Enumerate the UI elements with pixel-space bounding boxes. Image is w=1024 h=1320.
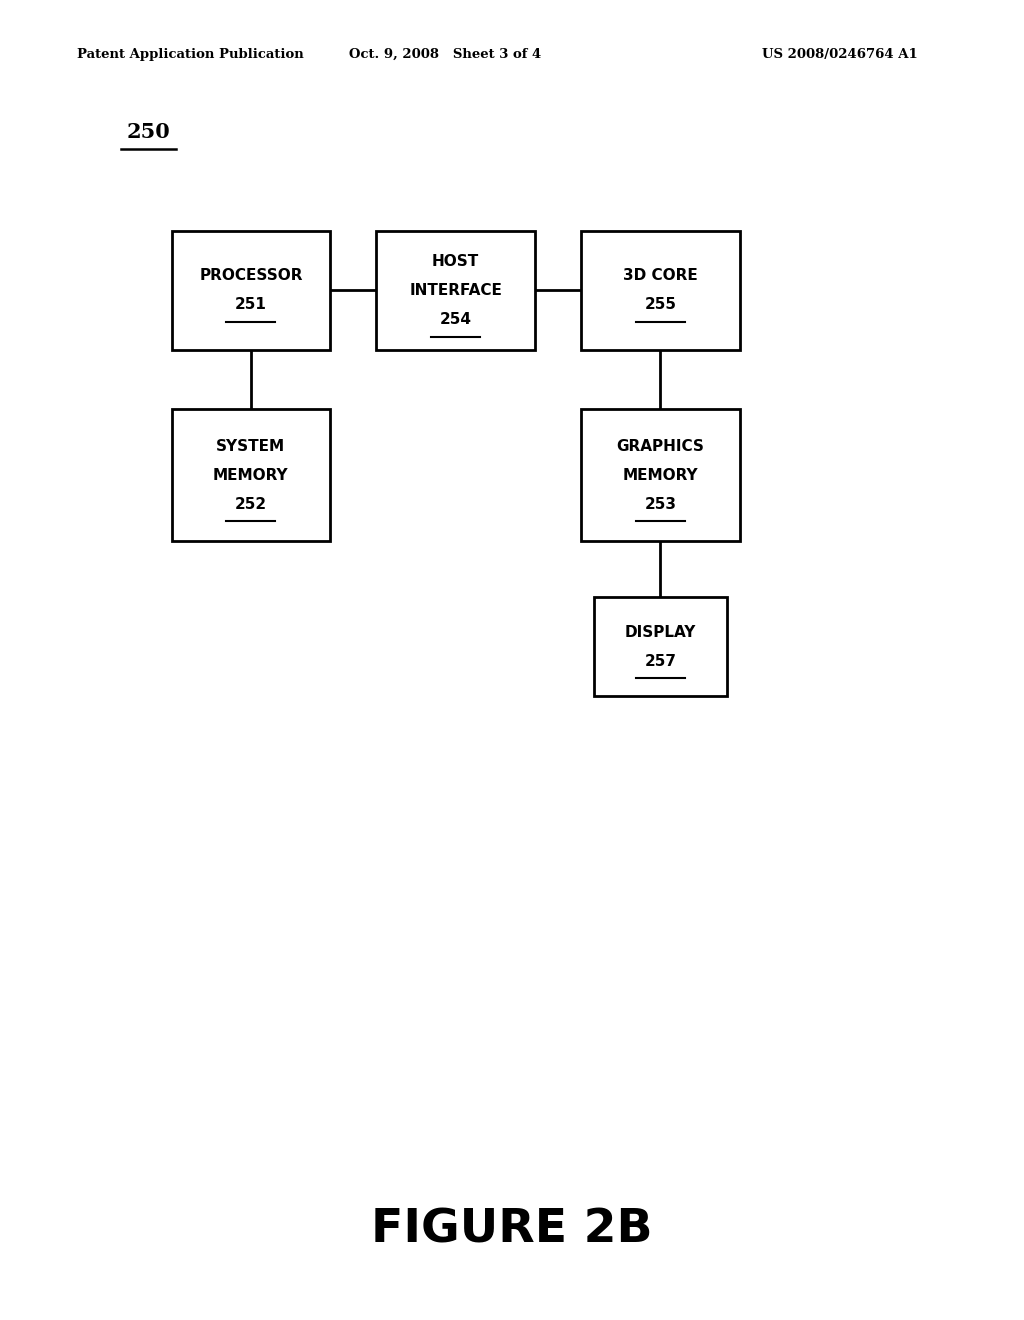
Text: 250: 250 xyxy=(127,121,170,143)
Text: DISPLAY: DISPLAY xyxy=(625,624,696,640)
Text: INTERFACE: INTERFACE xyxy=(410,282,502,298)
Text: FIGURE 2B: FIGURE 2B xyxy=(371,1208,653,1253)
Text: HOST: HOST xyxy=(432,253,479,269)
Text: 254: 254 xyxy=(439,312,472,327)
Text: Oct. 9, 2008   Sheet 3 of 4: Oct. 9, 2008 Sheet 3 of 4 xyxy=(349,48,542,61)
Bar xyxy=(171,409,330,541)
Text: SYSTEM: SYSTEM xyxy=(216,438,286,454)
Bar xyxy=(582,409,739,541)
Text: 251: 251 xyxy=(234,297,267,313)
Bar xyxy=(377,231,535,350)
Text: 255: 255 xyxy=(644,297,677,313)
Text: 252: 252 xyxy=(234,496,267,512)
Text: 253: 253 xyxy=(644,496,677,512)
Text: Patent Application Publication: Patent Application Publication xyxy=(77,48,303,61)
Bar xyxy=(594,597,727,697)
Text: 257: 257 xyxy=(644,653,677,669)
Bar xyxy=(582,231,739,350)
Text: MEMORY: MEMORY xyxy=(213,467,289,483)
Text: GRAPHICS: GRAPHICS xyxy=(616,438,705,454)
Text: MEMORY: MEMORY xyxy=(623,467,698,483)
Text: PROCESSOR: PROCESSOR xyxy=(199,268,303,284)
Bar xyxy=(171,231,330,350)
Text: 3D CORE: 3D CORE xyxy=(624,268,697,284)
Text: US 2008/0246764 A1: US 2008/0246764 A1 xyxy=(762,48,918,61)
